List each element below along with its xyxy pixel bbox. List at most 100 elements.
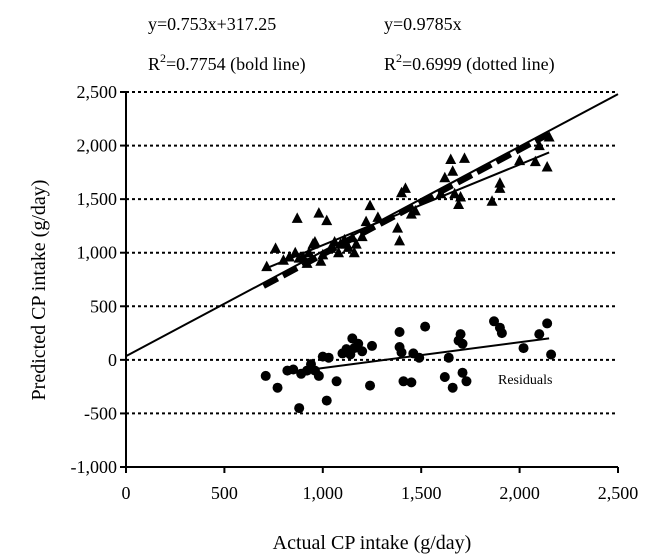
triangle-point-45 <box>494 182 506 193</box>
residual-point-35 <box>455 329 466 340</box>
residual-point-27 <box>406 377 417 388</box>
triangle-point-51 <box>543 131 555 142</box>
triangle-point-44 <box>486 195 498 206</box>
fit-line-3 <box>263 151 550 271</box>
equation-2-label: y=0.9785x <box>384 14 462 34</box>
triangle-point-49 <box>533 139 545 151</box>
triangle-point-15 <box>321 214 333 226</box>
r-squared-2-prefix: R <box>384 54 396 74</box>
fit-lines <box>125 93 619 372</box>
triangle-point-25 <box>350 238 362 249</box>
y-tick-label-0: 2,500 <box>77 82 118 102</box>
triangle-point-13 <box>315 255 327 266</box>
triangle-point-35 <box>409 204 421 216</box>
triangle-point-29 <box>372 211 384 222</box>
residual-point-39 <box>489 316 500 327</box>
residuals-label: Residuals <box>498 373 552 388</box>
residual-point-31 <box>439 372 450 382</box>
r-squared-2-superscript: 2 <box>396 51 402 65</box>
triangle-point-2 <box>277 254 289 265</box>
triangle-point-50 <box>541 161 553 172</box>
triangle-point-47 <box>514 154 526 166</box>
y-axis-title: Predicted CP intake (g/day) <box>28 180 50 401</box>
triangle-point-9 <box>303 246 315 258</box>
triangle-point-18 <box>333 246 345 258</box>
residual-point-13 <box>331 376 342 387</box>
triangle-point-26 <box>356 230 368 242</box>
residual-point-19 <box>353 338 364 349</box>
residual-point-33 <box>447 382 458 393</box>
data-points <box>260 131 557 414</box>
residual-point-23 <box>394 327 405 337</box>
residual-point-42 <box>518 343 529 354</box>
r-squared-1-text: =0.7754 (bold line) <box>166 54 306 75</box>
r-squared-2-text: =0.6999 (dotted line) <box>402 54 555 75</box>
x-axis-title: Actual CP intake (g/day) <box>273 532 472 554</box>
residual-point-9 <box>313 370 324 381</box>
r-squared-1-label: R2=0.7754 (bold line) <box>148 51 306 75</box>
r-squared-1-prefix: R <box>148 54 160 74</box>
residual-point-36 <box>457 338 468 349</box>
residual-point-1 <box>272 382 283 393</box>
triangle-point-23 <box>346 231 358 243</box>
triangle-point-3 <box>283 251 295 262</box>
residual-point-29 <box>414 352 425 363</box>
residual-point-20 <box>357 346 368 357</box>
equation-1-label: y=0.753x+317.25 <box>148 14 276 34</box>
residual-point-26 <box>398 376 409 387</box>
residual-point-21 <box>365 380 376 391</box>
residual-point-12 <box>323 352 334 363</box>
triangle-point-31 <box>394 234 406 246</box>
r-squared-2-label: R2=0.6999 (dotted line) <box>384 51 555 75</box>
triangle-point-1 <box>270 242 282 253</box>
residual-point-0 <box>260 370 271 381</box>
triangle-point-28 <box>364 199 376 211</box>
x-tick-label-5: 2,500 <box>598 483 639 503</box>
grid-lines <box>126 91 618 415</box>
triangle-point-37 <box>439 171 451 183</box>
x-tick-label-2: 1,000 <box>303 483 344 503</box>
triangle-point-39 <box>447 165 459 176</box>
residual-point-22 <box>367 340 377 351</box>
axes <box>120 91 619 473</box>
residual-point-38 <box>461 376 472 387</box>
y-tick-label-4: 500 <box>90 296 117 316</box>
triangle-point-48 <box>529 155 541 167</box>
triangle-point-0 <box>261 260 273 272</box>
triangle-point-43 <box>458 152 470 163</box>
y-tick-label-1: 2,000 <box>77 136 118 156</box>
triangle-point-41 <box>453 198 465 209</box>
residual-point-25 <box>396 347 407 358</box>
residual-point-32 <box>443 352 454 363</box>
triangle-point-12 <box>313 207 325 218</box>
x-tick-label-3: 1,500 <box>401 483 442 503</box>
x-tick-label-1: 500 <box>211 483 238 503</box>
r-squared-1-superscript: 2 <box>160 51 166 65</box>
triangle-point-22 <box>342 241 354 252</box>
y-tick-label-5: 0 <box>108 350 117 370</box>
residual-point-44 <box>542 318 553 329</box>
y-tick-label-7: -1,000 <box>71 457 118 477</box>
triangle-point-40 <box>449 187 461 199</box>
triangle-point-33 <box>399 182 411 193</box>
residual-point-45 <box>546 349 557 360</box>
residual-point-43 <box>534 329 545 340</box>
residual-point-4 <box>294 403 305 414</box>
y-tick-label-3: 1,000 <box>77 243 118 263</box>
triangle-point-27 <box>360 215 372 227</box>
triangle-point-30 <box>392 222 404 233</box>
fit-line-4 <box>302 337 550 372</box>
triangle-point-5 <box>291 212 303 223</box>
triangle-point-8 <box>301 257 313 268</box>
residual-point-30 <box>420 321 431 332</box>
x-tick-label-0: 0 <box>122 483 131 503</box>
residual-point-37 <box>457 367 468 378</box>
x-tick-label-4: 2,000 <box>499 483 540 503</box>
residual-point-11 <box>321 395 332 406</box>
triangle-point-24 <box>348 246 360 258</box>
triangle-point-36 <box>435 187 447 199</box>
y-tick-label-2: 1,500 <box>77 189 118 209</box>
